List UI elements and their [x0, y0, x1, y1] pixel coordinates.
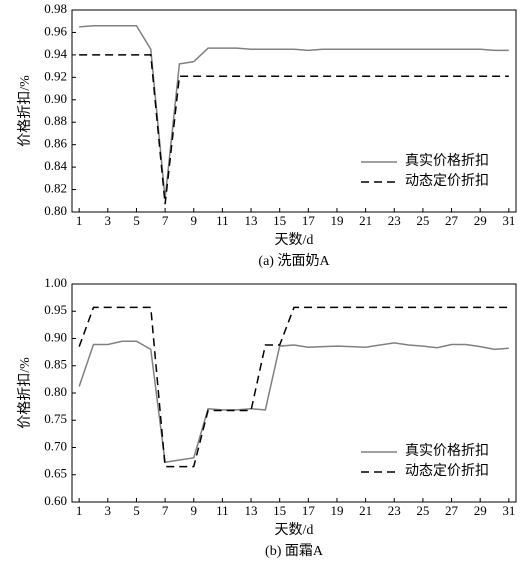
x-tick-label: 25	[416, 503, 429, 518]
x-tick-label: 21	[359, 213, 372, 228]
caption: (a) 洗面奶A	[258, 253, 330, 269]
y-tick-label: 0.90	[44, 91, 67, 106]
x-tick-label: 1	[76, 213, 83, 228]
y-tick-label: 0.84	[44, 158, 67, 173]
x-tick-label: 11	[216, 503, 229, 518]
x-axis-label: 天数/d	[275, 232, 314, 248]
plot-frame	[71, 9, 517, 213]
y-axis-label: 价格折扣/%	[17, 75, 33, 147]
x-tick-label: 15	[273, 503, 286, 518]
x-tick-label: 31	[502, 503, 515, 518]
x-tick-label: 5	[133, 213, 140, 228]
x-tick-label: 17	[302, 213, 316, 228]
x-tick-label: 21	[359, 503, 372, 518]
x-tick-label: 9	[190, 503, 197, 518]
x-tick-label: 3	[105, 213, 112, 228]
x-tick-label: 25	[416, 213, 429, 228]
y-tick-label: 0.88	[44, 113, 67, 128]
x-tick-label: 5	[133, 503, 140, 518]
x-tick-label: 31	[502, 213, 515, 228]
x-tick-label: 23	[388, 213, 401, 228]
y-tick-label: 0.90	[44, 329, 67, 344]
x-tick-label: 7	[162, 213, 169, 228]
y-tick-label: 0.70	[44, 438, 67, 453]
y-tick-label: 0.80	[44, 203, 67, 218]
y-tick-label: 1.00	[44, 275, 67, 290]
legend-label: 动态定价折扣	[405, 173, 489, 189]
x-tick-label: 1	[76, 503, 83, 518]
series-line	[79, 24, 509, 199]
x-tick-label: 7	[162, 503, 169, 518]
legend-label: 真实价格折扣	[405, 443, 489, 459]
series-line	[78, 306, 509, 468]
x-tick-label: 13	[245, 503, 258, 518]
y-tick-label: 0.94	[44, 46, 67, 61]
y-tick-label: 0.75	[44, 411, 67, 426]
x-tick-label: 9	[190, 213, 197, 228]
y-tick-label: 0.82	[44, 181, 67, 196]
y-tick-label: 0.60	[44, 493, 67, 508]
legend-label: 真实价格折扣	[405, 153, 489, 169]
y-axis-label: 价格折扣/%	[17, 357, 33, 429]
x-tick-label: 15	[273, 213, 286, 228]
y-tick-label: 0.92	[44, 68, 67, 83]
x-tick-label: 29	[474, 503, 487, 518]
caption: (b) 面霜A	[265, 543, 324, 559]
y-tick-label: 0.96	[44, 23, 67, 38]
x-tick-label: 17	[302, 503, 316, 518]
x-tick-label: 27	[445, 503, 459, 518]
x-tick-label: 29	[474, 213, 487, 228]
y-tick-label: 0.98	[44, 1, 67, 16]
x-axis-label: 天数/d	[275, 522, 314, 538]
x-tick-label: 13	[245, 213, 258, 228]
y-tick-label: 0.95	[44, 302, 67, 317]
series-line	[79, 54, 509, 205]
x-tick-label: 19	[330, 213, 343, 228]
y-tick-label: 0.80	[44, 384, 67, 399]
y-tick-label: 0.86	[44, 136, 67, 151]
x-tick-label: 23	[388, 503, 401, 518]
x-tick-label: 3	[105, 503, 112, 518]
legend-label: 动态定价折扣	[405, 463, 489, 479]
series-line	[78, 340, 509, 464]
y-tick-label: 0.65	[44, 466, 67, 481]
x-tick-label: 11	[216, 213, 229, 228]
y-tick-label: 0.85	[44, 357, 67, 372]
x-tick-label: 27	[445, 213, 459, 228]
x-tick-label: 19	[330, 503, 343, 518]
